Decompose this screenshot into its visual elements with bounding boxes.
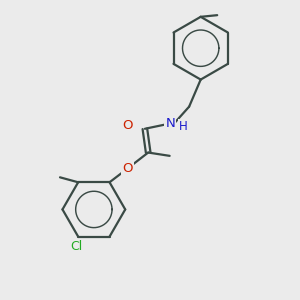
Text: N: N (165, 117, 175, 130)
Text: O: O (122, 119, 133, 132)
Text: Cl: Cl (70, 240, 83, 253)
Text: O: O (122, 162, 133, 175)
Text: H: H (179, 120, 188, 133)
